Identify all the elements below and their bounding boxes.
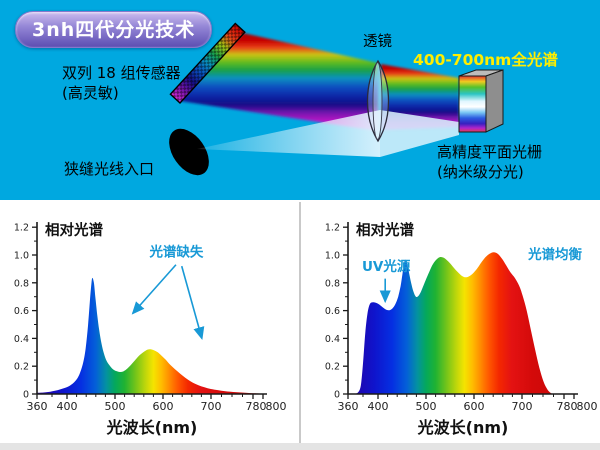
x-tick-label: 800 (266, 400, 287, 413)
annotation-arrow (180, 265, 205, 340)
grating-label: 高精度平面光栅 (纳米级分光) (437, 143, 543, 181)
dispersed-beam-sensor (180, 33, 378, 131)
x-tick-label: 360 (338, 400, 359, 413)
x-tick-label: 780 (557, 400, 578, 413)
y-tick-label: 1.2 (14, 223, 29, 234)
x-tick-label: 700 (201, 400, 222, 413)
slit-label: 狭缝光线入口 (64, 160, 155, 178)
chart-panel-left: 0 0.2 0.4 0.6 0.8 1.0 1.2 360 400 500 600 700 780 800… (0, 200, 299, 443)
y-tick-label: 1.0 (325, 251, 340, 262)
sensor-label: 双列 18 组传感器 (高灵敏) (62, 64, 181, 102)
optical-diagram-section: 3nh四代分光技术 双列 18 组传感器 (高灵敏) 透镜 400-700nm全… (0, 0, 600, 200)
x-tick-label: 500 (105, 400, 126, 413)
x-tick-label: 360 (27, 400, 48, 413)
y-tick-label: 0.6 (14, 306, 29, 317)
x-tick-label: 500 (416, 400, 437, 413)
y-tick-label: 0.8 (14, 278, 29, 289)
y-tick-label: 0.2 (14, 362, 29, 373)
annotation-arrow (131, 264, 177, 315)
title-badge: 3nh四代分光技术 (15, 11, 213, 48)
y-tick-label: 0 (23, 390, 29, 401)
grating (458, 69, 504, 133)
full-spectrum-label: 400-700nm全光谱 (413, 51, 558, 69)
title-badge-label: 3nh四代分光技术 (32, 19, 196, 41)
y-tick-label: 0.2 (325, 362, 340, 373)
entrance-beam-2 (380, 110, 459, 157)
y-tick-label: 0.4 (325, 334, 340, 345)
lens (366, 59, 390, 143)
chart-title: 相对光谱 (45, 221, 103, 239)
y-tick-label: 1.2 (325, 223, 340, 234)
lens-label: 透镜 (363, 34, 392, 50)
y-tick-label: 0 (334, 390, 340, 401)
x-tick-label: 700 (512, 400, 533, 413)
x-tick-label: 800 (577, 400, 598, 413)
slit-aperture (169, 128, 209, 176)
spectrum-curve (37, 277, 263, 394)
y-tick-label: 0.8 (325, 278, 340, 289)
chart-panel-right: 0 0.2 0.4 0.6 0.8 1.0 1.2 360 400 500 600 700 780 800… (301, 200, 600, 443)
y-tick-label: 0.6 (325, 306, 340, 317)
panel-divider (299, 202, 301, 443)
x-tick-label: 400 (57, 400, 78, 413)
y-tick-label: 1.0 (14, 251, 29, 262)
sensor-array (169, 22, 246, 104)
spectrum-chart-left: 0 0.2 0.4 0.6 0.8 1.0 1.2 360 400 500 600 700 780 800… (14, 221, 287, 437)
spectrum-chart-right: 0 0.2 0.4 0.6 0.8 1.0 1.2 360 400 500 600 700 780 800… (325, 221, 598, 437)
x-tick-label: 400 (368, 400, 389, 413)
x-tick-label: 600 (153, 400, 174, 413)
x-axis-label: 光波长(nm) (106, 418, 198, 437)
spectrum-curve (348, 252, 574, 394)
x-tick-label: 600 (464, 400, 485, 413)
annotation-label: 光谱缺失 (148, 243, 203, 260)
charts-section: 0 0.2 0.4 0.6 0.8 1.0 1.2 360 400 500 600 700 780 800… (0, 200, 600, 450)
x-tick-label: 780 (246, 400, 267, 413)
x-axis-label: 光波长(nm) (417, 418, 509, 437)
y-tick-label: 0.4 (14, 334, 29, 345)
optical-diagram (169, 22, 504, 176)
bottom-edge (0, 443, 600, 450)
annotation-label: UV光源 (362, 258, 411, 275)
chart-title: 相对光谱 (356, 221, 414, 239)
annotation-label: 光谱均衡 (527, 246, 582, 263)
entrance-beam (197, 110, 380, 157)
